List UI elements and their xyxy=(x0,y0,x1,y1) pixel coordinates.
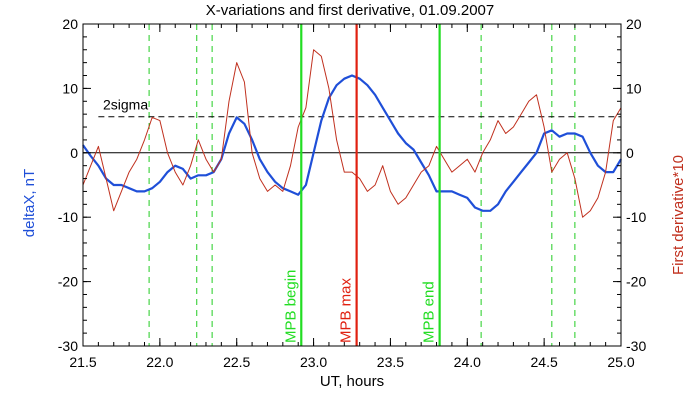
y-tick-label-left: -10 xyxy=(58,209,78,225)
y-tick-label-left: -20 xyxy=(58,274,78,290)
series-line-deltaX xyxy=(82,74,622,212)
y-axis-left-label: deltaX, nT xyxy=(21,169,38,237)
x-axis-label: UT, hours xyxy=(320,373,384,390)
plot-layer: 2sigma MPB begin MPB max MPB end 21.5 22.0 22.… xyxy=(58,16,647,370)
x-tick-label: 23.5 xyxy=(377,354,404,370)
x-tick-label: 23.0 xyxy=(300,354,327,370)
y-tick-label-right: -30 xyxy=(626,338,646,354)
x-tick-label: 25.0 xyxy=(607,354,634,370)
x-tick-label: 22.0 xyxy=(146,354,173,370)
x-tick-label: 21.5 xyxy=(69,354,96,370)
y-tick-label-left: 20 xyxy=(62,16,78,32)
x-tick-label: 24.0 xyxy=(454,354,481,370)
chart-title: X-variations and first derivative, 01.09… xyxy=(206,2,495,19)
series-line-derivative xyxy=(82,49,622,218)
y-tick-label-right: -20 xyxy=(626,274,646,290)
marker-label-mpb-begin: MPB begin xyxy=(282,270,299,343)
y-tick-label-left: -30 xyxy=(58,338,78,354)
marker-label-mpb-end: MPB end xyxy=(421,281,438,343)
y-tick-label-right: 10 xyxy=(626,80,642,96)
y-tick-label-right: 0 xyxy=(626,145,634,161)
threshold-label: 2sigma xyxy=(103,97,148,113)
y-axis-right-label: First derivative*10 xyxy=(670,155,687,275)
y-tick-label-right: 20 xyxy=(626,16,642,32)
x-tick-label: 24.5 xyxy=(531,354,558,370)
marker-label-mpb-max: MPB max xyxy=(338,277,355,343)
y-tick-label-left: 0 xyxy=(70,145,78,161)
x-tick-label: 22.5 xyxy=(223,354,250,370)
y-tick-label-right: -10 xyxy=(626,209,646,225)
plot-frame xyxy=(82,23,622,347)
y-tick-label-left: 10 xyxy=(62,80,78,96)
